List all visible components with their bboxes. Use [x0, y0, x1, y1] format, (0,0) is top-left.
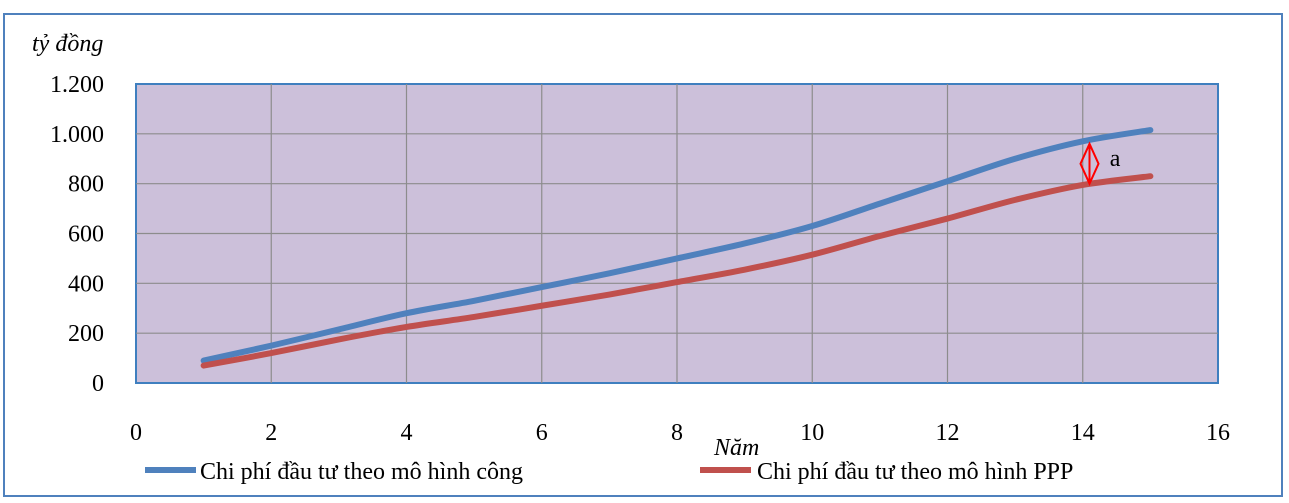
x-tick-label: 6 — [536, 420, 548, 446]
y-tick-label: 400 — [68, 271, 104, 297]
x-axis-title: Năm — [713, 435, 759, 461]
x-tick-label: 2 — [265, 420, 277, 446]
y-tick-label: 1.200 — [50, 72, 104, 98]
series-line-1 — [200, 173, 1154, 369]
gridlines — [136, 84, 1218, 383]
x-tick-label: 10 — [800, 420, 824, 446]
gap-marker-arrows — [1079, 141, 1100, 187]
y-axis-ticks: 0 200 400 600 800 1.000 1.200 — [50, 72, 104, 397]
y-tick-label: 0 — [92, 371, 104, 397]
legend-label-ppp: Chi phí đầu tư theo mô hình PPP — [757, 459, 1073, 485]
x-tick-label: 16 — [1206, 420, 1230, 446]
y-tick-label: 1.000 — [50, 122, 104, 148]
series-line-0 — [200, 127, 1154, 364]
gap-marker — [1079, 141, 1100, 187]
x-tick-label: 12 — [936, 420, 960, 446]
y-axis-title: tỷ đồng — [32, 31, 103, 57]
annotation-a: a — [1110, 146, 1121, 172]
x-axis-ticks: 0 2 4 6 8 10 12 14 16 — [130, 420, 1230, 446]
legend-label-public: Chi phí đầu tư theo mô hình công — [200, 459, 523, 485]
x-tick-label: 0 — [130, 420, 142, 446]
y-tick-label: 800 — [68, 172, 104, 198]
y-tick-label: 600 — [68, 222, 104, 248]
series-lines — [200, 127, 1154, 369]
y-tick-label: 200 — [68, 321, 104, 347]
legend: Chi phí đầu tư theo mô hình công Chi phí… — [145, 459, 1073, 485]
x-tick-label: 8 — [671, 420, 683, 446]
x-tick-label: 4 — [401, 420, 413, 446]
x-tick-label: 14 — [1071, 420, 1095, 446]
